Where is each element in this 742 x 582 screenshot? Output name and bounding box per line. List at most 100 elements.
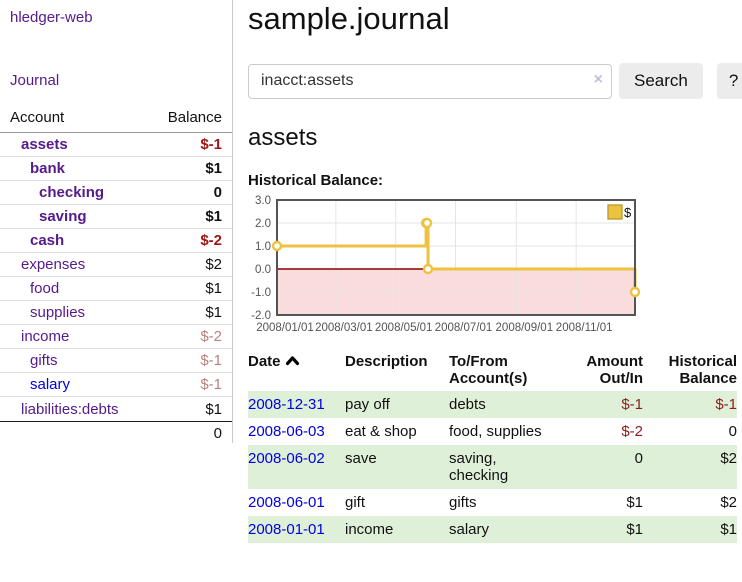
register-row: 2008-06-01 gift gifts $1 $2: [248, 489, 737, 516]
account-row: cash $-2: [0, 229, 232, 253]
help-button[interactable]: ?: [717, 63, 742, 99]
account-link[interactable]: salary: [0, 376, 70, 393]
transaction-description: eat & shop: [345, 418, 449, 445]
transaction-description: pay off: [345, 391, 449, 418]
account-balance: $-1: [200, 352, 222, 369]
account-balance: $-1: [200, 136, 222, 153]
account-link[interactable]: gifts: [0, 352, 58, 369]
svg-text:2.0: 2.0: [255, 218, 271, 230]
account-balance: $-1: [200, 376, 222, 393]
transaction-date-link[interactable]: 2008-06-01: [248, 494, 325, 511]
account-title: assets: [248, 124, 742, 152]
account-link[interactable]: assets: [0, 136, 68, 153]
account-balance: $-2: [200, 328, 222, 345]
svg-text:2008/05/01: 2008/05/01: [375, 322, 433, 334]
account-row: income $-2: [0, 325, 232, 349]
account-balance: $1: [205, 304, 222, 321]
register-header-balance: Historical Balance: [643, 351, 737, 391]
account-link[interactable]: supplies: [0, 304, 85, 321]
account-link[interactable]: bank: [0, 160, 65, 177]
transaction-amount: $1: [553, 489, 643, 516]
sidebar-item-journal[interactable]: Journal: [10, 72, 59, 89]
register-header-amount: Amount Out/In: [553, 351, 643, 391]
account-balance: $1: [205, 208, 222, 225]
transaction-balance: 0: [643, 418, 737, 445]
account-balance: $2: [205, 256, 222, 273]
transaction-description: gift: [345, 489, 449, 516]
account-link[interactable]: checking: [0, 184, 104, 201]
search-button[interactable]: Search: [619, 63, 703, 99]
account-row: assets $-1: [0, 133, 232, 157]
account-link[interactable]: liabilities:debts: [0, 401, 119, 418]
svg-text:2008/07/01: 2008/07/01: [435, 322, 493, 334]
account-balance: $1: [205, 160, 222, 177]
svg-text:2008/01/01: 2008/01/01: [256, 322, 314, 334]
transaction-amount: $-2: [553, 418, 643, 445]
transaction-description: income: [345, 516, 449, 543]
transaction-description: save: [345, 445, 449, 489]
accounts-header-account: Account: [10, 109, 64, 126]
account-row: bank $1: [0, 157, 232, 181]
accounts-list: assets $-1 bank $1 checking 0 savin: [0, 133, 232, 421]
svg-text:2008/09/01: 2008/09/01: [496, 322, 554, 334]
app-root: hledger-web Journal Account Balance asse…: [0, 0, 742, 543]
account-link[interactable]: food: [0, 280, 59, 297]
accounts-header: Account Balance: [0, 109, 232, 133]
transaction-balance: $1: [643, 516, 737, 543]
register-header-date: Date: [248, 351, 345, 391]
brand-link[interactable]: hledger-web: [10, 9, 93, 26]
register-header-row: Date Description To/From Account(s) Amou…: [248, 351, 737, 391]
account-row: saving $1: [0, 205, 232, 229]
search-input[interactable]: [248, 64, 612, 99]
transaction-amount: $-1: [553, 391, 643, 418]
account-balance: $1: [205, 280, 222, 297]
clear-search-icon[interactable]: ×: [594, 72, 603, 88]
chart-title: Historical Balance:: [248, 172, 742, 189]
account-balance: 0: [214, 184, 222, 201]
register-row: 2008-06-02 save saving, checking 0 $2: [248, 445, 737, 489]
svg-text:3.0: 3.0: [255, 195, 271, 207]
account-row: salary $-1: [0, 373, 232, 397]
register-header-accounts: To/From Account(s): [449, 351, 553, 391]
transaction-accounts: gifts: [449, 489, 553, 516]
transaction-date-link[interactable]: 2008-01-01: [248, 521, 325, 538]
search-bar: × Search ?: [248, 63, 742, 99]
account-link[interactable]: expenses: [0, 256, 85, 273]
historical-balance-chart[interactable]: $3.02.01.00.0-1.0-2.02008/01/012008/03/0…: [248, 196, 648, 338]
register-table: Date Description To/From Account(s) Amou…: [248, 351, 737, 543]
transaction-balance: $-1: [643, 391, 737, 418]
account-balance: $-2: [200, 232, 222, 249]
svg-text:$: $: [624, 205, 632, 220]
account-row: expenses $2: [0, 253, 232, 277]
accounts-panel: Account Balance assets $-1 bank $1: [0, 109, 232, 442]
register-header-description: Description: [345, 351, 449, 391]
svg-text:2008/03/01: 2008/03/01: [315, 322, 373, 334]
page-title: sample.journal: [248, 1, 742, 37]
account-link[interactable]: income: [0, 328, 69, 345]
transaction-balance: $2: [643, 445, 737, 489]
account-row: supplies $1: [0, 301, 232, 325]
register-row: 2008-12-31 pay off debts $-1 $-1: [248, 391, 737, 418]
sidebar: hledger-web Journal Account Balance asse…: [0, 0, 233, 443]
svg-text:2008/11/01: 2008/11/01: [556, 322, 613, 334]
account-balance: $1: [205, 401, 222, 418]
account-row: checking 0: [0, 181, 232, 205]
svg-text:1.0: 1.0: [255, 241, 271, 253]
account-link[interactable]: saving: [0, 208, 87, 225]
accounts-total-row: 0: [0, 421, 232, 442]
accounts-header-balance: Balance: [168, 109, 222, 126]
brand: hledger-web: [0, 0, 232, 26]
transaction-date-link[interactable]: 2008-06-02: [248, 450, 325, 467]
account-link[interactable]: cash: [0, 232, 64, 249]
transaction-date-link[interactable]: 2008-06-03: [248, 423, 325, 440]
transaction-balance: $2: [643, 489, 737, 516]
transaction-accounts: salary: [449, 516, 553, 543]
transaction-accounts: debts: [449, 391, 553, 418]
transaction-amount: 0: [553, 445, 643, 489]
account-row: food $1: [0, 277, 232, 301]
transaction-date-link[interactable]: 2008-12-31: [248, 396, 325, 413]
main-content: sample.journal × Search ? assets Histori…: [233, 0, 742, 543]
svg-text:-1.0: -1.0: [251, 287, 271, 299]
register-body: 2008-12-31 pay off debts $-1 $-1 2008-06…: [248, 391, 737, 543]
svg-text:-2.0: -2.0: [251, 310, 271, 322]
